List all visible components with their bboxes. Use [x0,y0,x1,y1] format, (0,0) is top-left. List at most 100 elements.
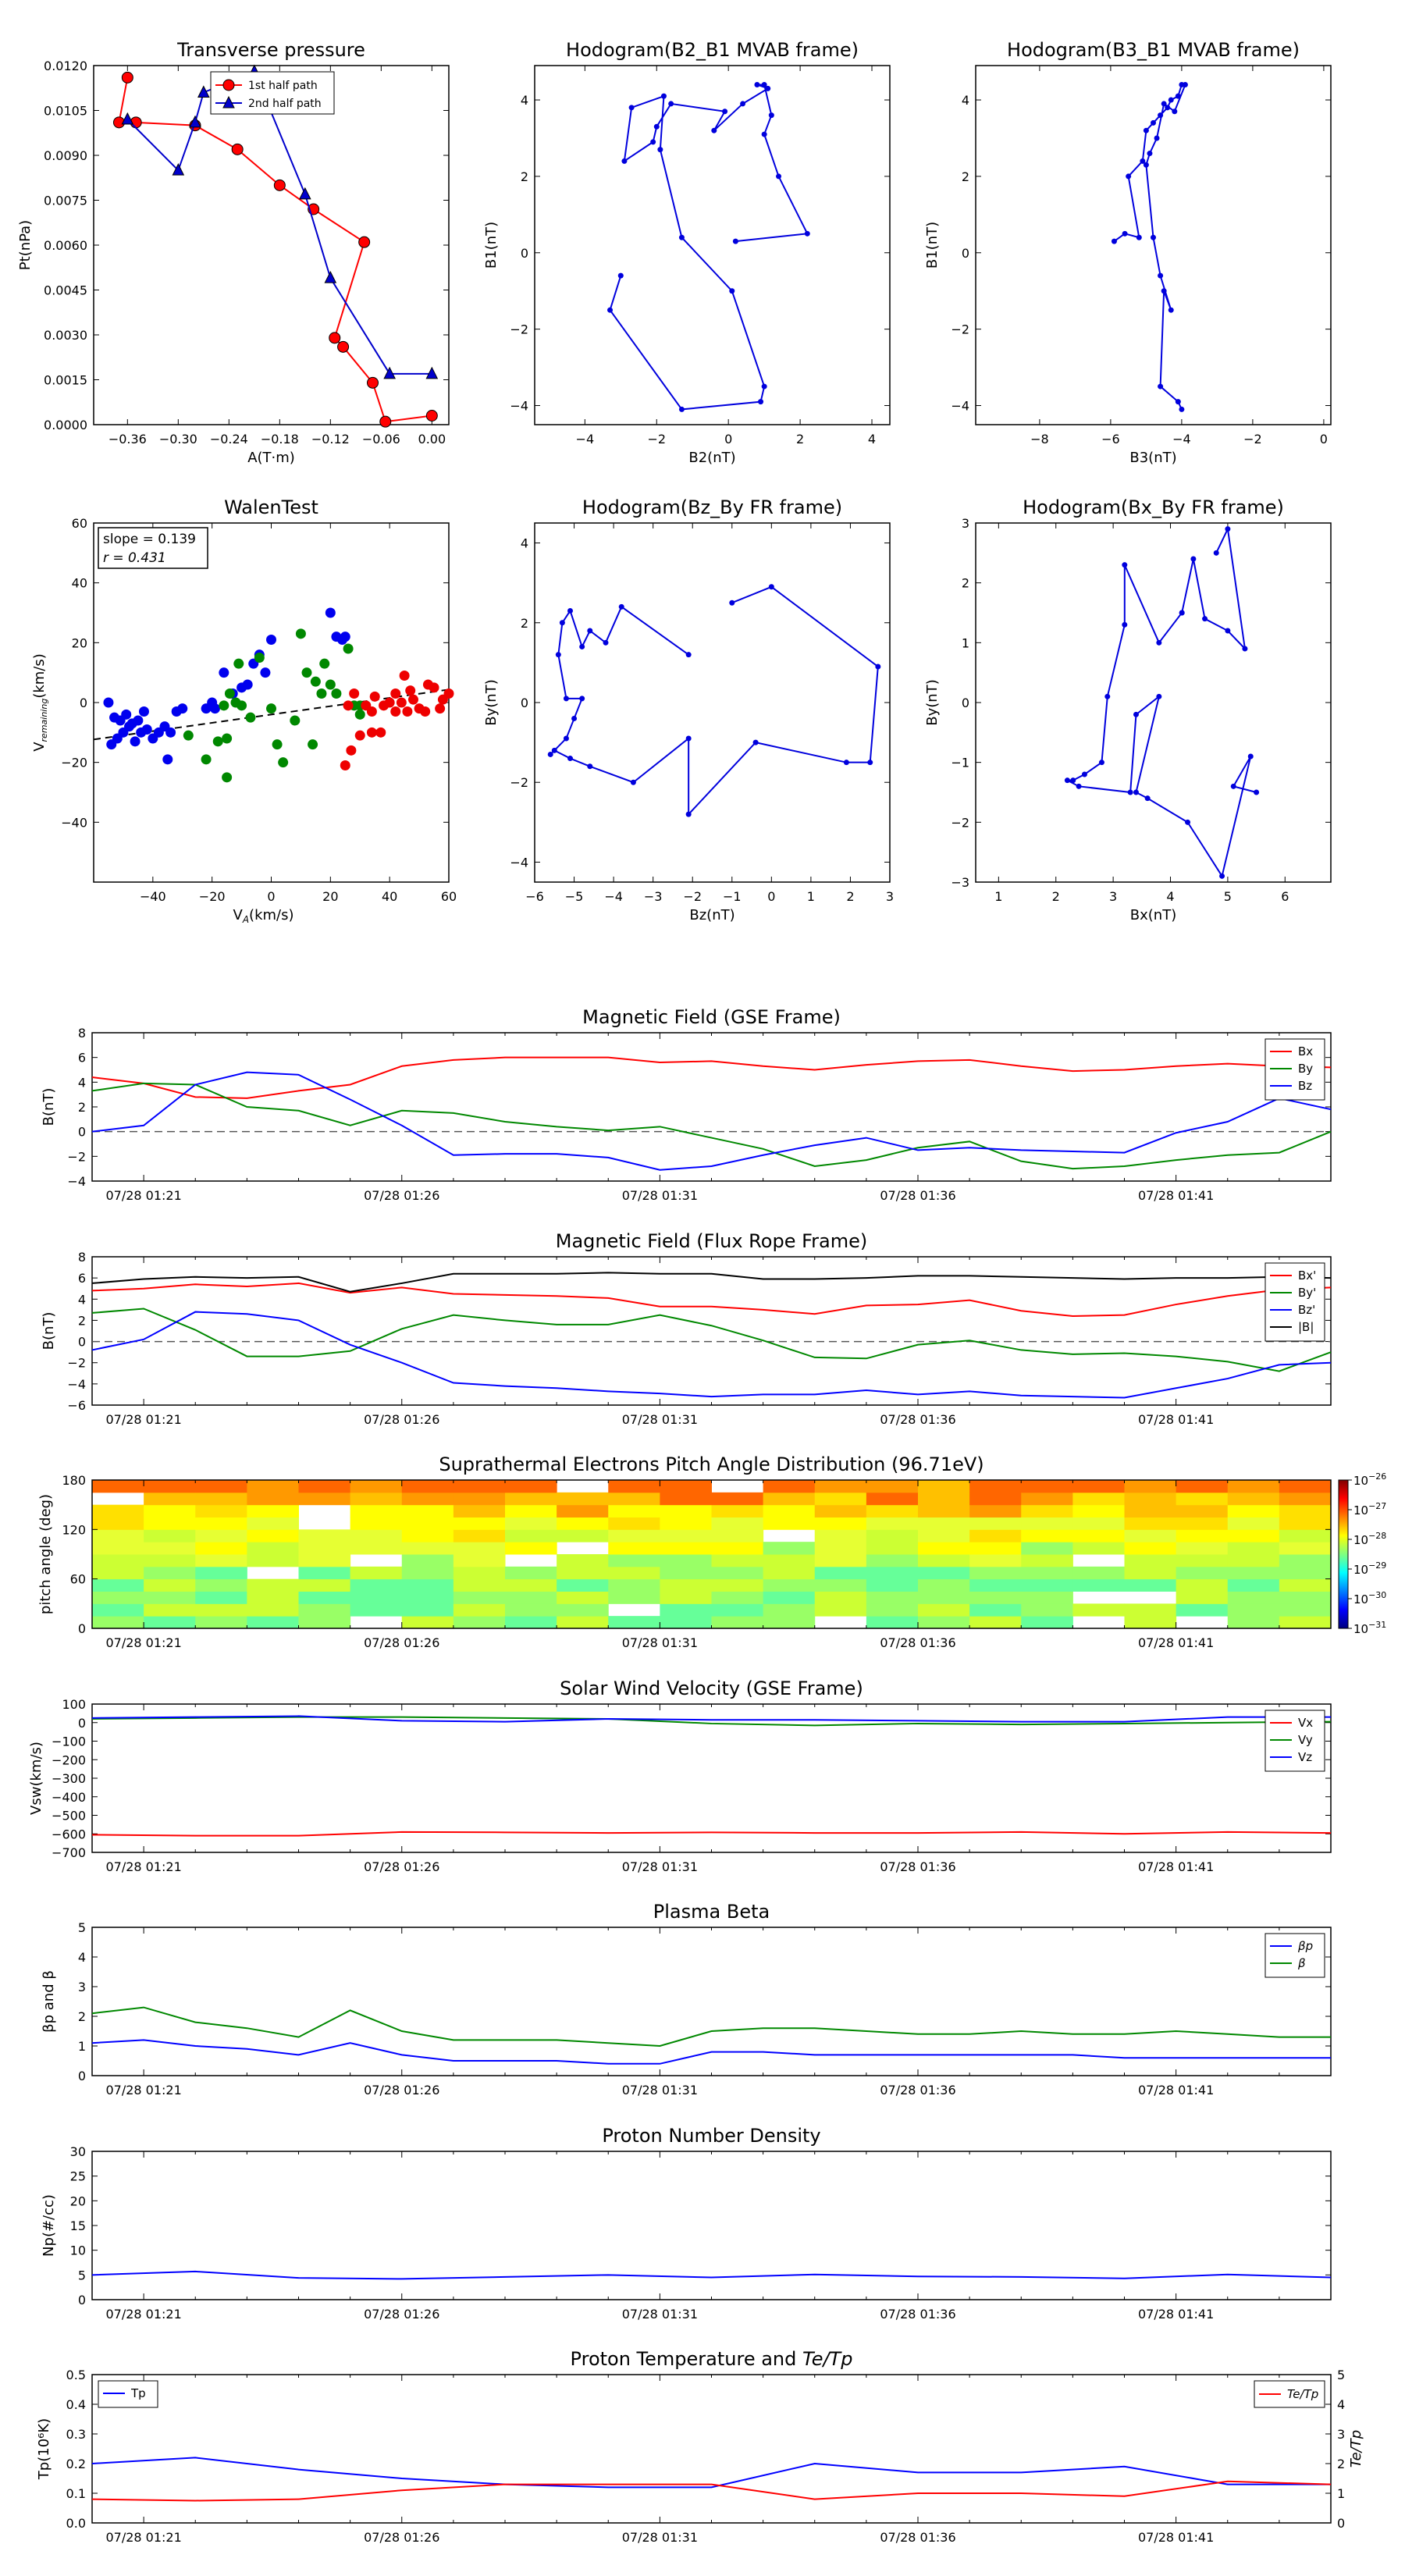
pitch-angle-cell [195,1554,247,1567]
pitch-angle-cell [608,1517,660,1530]
pitch-angle-cell [866,1554,919,1567]
hodogram-bx-by-point [1064,777,1070,784]
pitch-angle-cell [866,1603,919,1617]
pitch-angle-cell [557,1529,609,1542]
hodogram-bx-by-ytick-label: −2 [951,815,969,830]
hodogram-bx-by-point [1254,789,1260,795]
walen-test-point [354,730,365,741]
hodogram-bx-by-point [1225,628,1231,634]
solar-wind-series-line [91,1831,1332,1837]
hodogram-b3-b1-xtick-label: −6 [1101,432,1120,447]
hodogram-b3-b1-point [1140,158,1146,164]
hodogram-b2-b1-point [668,101,674,107]
transverse-pressure-xtick-label: 0.00 [418,432,446,447]
pitch-angle-cell [1021,1566,1073,1580]
hodogram-b2-b1-point [617,272,624,279]
magnetic-field-fr-series-line [91,1272,1332,1293]
pitch-angle-cell [247,1616,299,1629]
pitch-angle-cell [350,1480,403,1493]
pitch-angle-cell [1072,1504,1125,1517]
magnetic-field-fr-ytick-label: −2 [67,1356,86,1371]
hodogram-b2-b1-point [740,101,746,107]
plasma-beta-xtick-label: 07/28 01:21 [105,2083,181,2097]
pitch-angle-cell [1227,1504,1280,1517]
pitch-angle-cell [1176,1578,1229,1592]
walen-test-point [254,653,265,663]
pitch-angle-cell [1176,1554,1229,1567]
hodogram-b2-b1-point [678,234,685,240]
transverse-pressure-xtick-label: −0.36 [108,432,147,447]
hodogram-bx-by-point [1213,550,1219,556]
hodogram-bz-by-xtick-label: 2 [846,889,854,904]
proton-temperature-ytick-label: 4 [1337,2397,1345,2412]
magnetic-field-fr-legend-label: By' [1298,1286,1316,1300]
pitch-angle-cell [401,1578,454,1592]
pitch-angle-cell [350,1566,403,1580]
pitch-angle-cell [401,1554,454,1567]
pitch-angle-cell [918,1517,970,1530]
pitch-angle-panel: Suprathermal Electrons Pitch Angle Distr… [37,1453,1386,1650]
walen-test-point [260,667,271,678]
walen-test-point [278,757,289,768]
proton-density-ytick-label: 10 [70,2243,86,2258]
pitch-angle-cell [92,1603,144,1617]
walen-test-point [138,706,149,717]
transverse-pressure-point [273,179,286,191]
hodogram-b2-b1-point [657,147,663,153]
plasma-beta-series-line [91,2039,1331,2065]
pitch-angle-cell [608,1616,660,1629]
hodogram-bx-by-point [1133,789,1139,795]
pitch-angle-cell [401,1492,454,1506]
hodogram-b2-b1-point [804,230,810,237]
walen-test-ytick-label: 20 [72,635,87,650]
pitch-angle-cell [660,1566,712,1580]
hodogram-bx-by-point [1133,711,1139,717]
pitch-angle-cell [144,1492,196,1506]
pitch-angle-cell [763,1492,816,1506]
walen-test-point [301,667,312,678]
walen-test-ytick-label: 40 [72,576,87,591]
pitch-angle-cell [92,1591,144,1604]
plasma-beta-series-line [91,2006,1331,2048]
proton-density-xtick-label: 07/28 01:41 [1138,2307,1214,2322]
walen-test-point [443,688,454,699]
hodogram-b3-b1-xtick-label: −8 [1030,432,1049,447]
pitch-angle-cell [1021,1529,1073,1542]
pitch-angle-cell [1176,1566,1229,1580]
pitch-angle-cell [195,1616,247,1629]
pitch-angle-cell [969,1603,1022,1617]
magnetic-field-fr-ytick-label: 8 [78,1250,86,1265]
transverse-pressure-title: Transverse pressure [176,39,365,61]
transverse-pressure-xtick-label: −0.06 [362,432,400,447]
pitch-angle-cell [814,1578,867,1592]
pitch-angle-cell [969,1591,1022,1604]
pitch-angle-cell [350,1517,403,1530]
pitch-angle-cell [814,1591,867,1604]
magnetic-field-fr-panel: Magnetic Field (Flux Rope Frame) 07/28 01… [41,1230,1332,1427]
pitch-angle-cell [195,1504,247,1517]
pitch-angle-cell [608,1591,660,1604]
hodogram-bx-by-panel: Hodogram(Bx_By FR frame) 1 2 3 4 5 6 −3 −2 −1 0 1 2 3… [924,496,1332,923]
pitch-angle-cell [1124,1517,1177,1530]
pitch-angle-cell [453,1566,506,1580]
pitch-angle-ytick-label: 180 [62,1473,86,1488]
pitch-angle-cell [92,1578,144,1592]
pitch-angle-cell [401,1542,454,1555]
pitch-angle-cell [505,1504,557,1517]
pitch-angle-cell [92,1616,144,1629]
hodogram-bx-by-point [1190,556,1197,562]
pitch-angle-cell [814,1529,867,1542]
pitch-angle-cell [1021,1480,1073,1493]
hodogram-bz-by-point [579,696,585,702]
walen-test-point [222,733,233,744]
pitch-angle-cell [814,1603,867,1617]
pitch-angle-cell [1227,1492,1280,1506]
magnetic-field-fr-series-line [91,1311,1332,1399]
walen-test-annotation-r: r = 0.431 [103,550,166,566]
pitch-angle-cell [1279,1603,1332,1617]
pitch-angle-cell [298,1554,351,1567]
pitch-angle-cell [866,1542,919,1555]
pitch-angle-cell [350,1529,403,1542]
walen-test-panel: WalenTest −40 −20 0 20 40 60 −40 −20 0 20 40 60 VA(km… [31,496,457,925]
pitch-angle-cell [1279,1542,1332,1555]
